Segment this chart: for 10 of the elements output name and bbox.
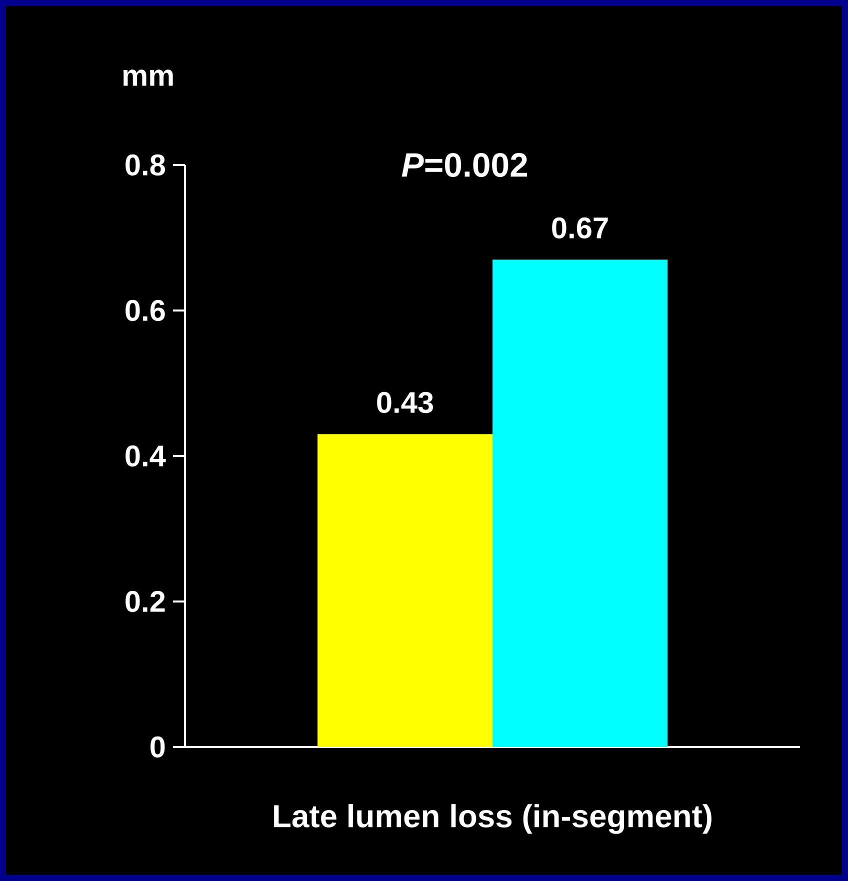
- y-tick-label: 0.2: [126, 590, 165, 612]
- x-axis-title: Late lumen loss (in-segment): [274, 804, 712, 834]
- y-tick-label: 0.4: [126, 445, 166, 467]
- data-label: 0.67: [552, 217, 608, 239]
- y-tick-label: 0: [150, 736, 165, 758]
- y-tick-label: 0.8: [126, 154, 166, 176]
- annotation: P=0.002: [402, 153, 528, 177]
- y-axis-title: mm: [123, 70, 173, 86]
- y-tick-label: 0.6: [126, 300, 165, 322]
- data-label: 0.43: [377, 392, 433, 414]
